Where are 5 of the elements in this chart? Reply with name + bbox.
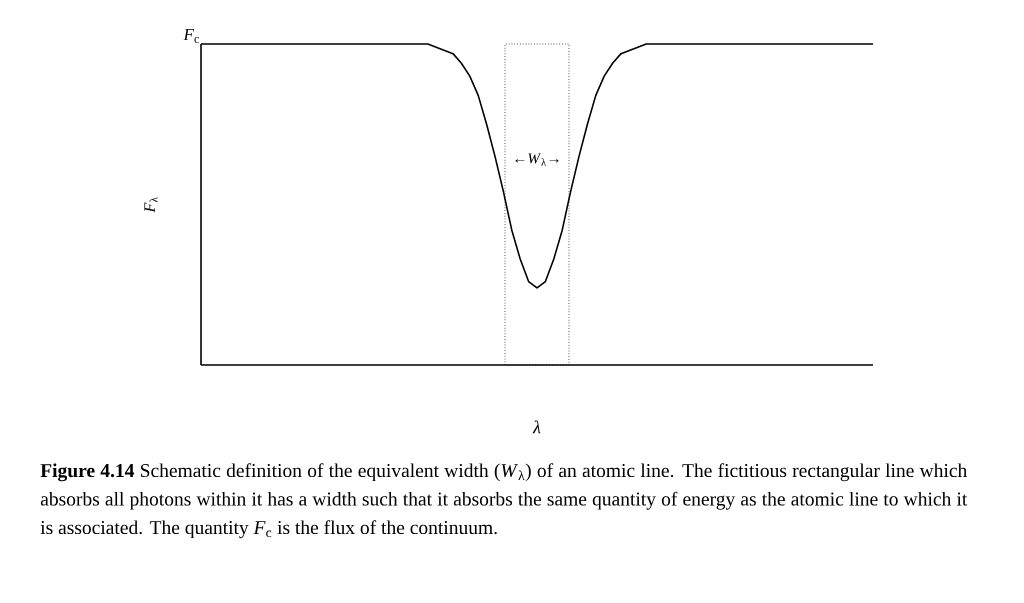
- annotation: ←W$_{λ}$→: [515, 153, 559, 166]
- x-axis-title: λ: [532, 420, 541, 434]
- text: Figure 4.14 Schematic definition of the equivalent width (W$_{λ}$) of an atomic line. The fictitious rectangular line which absorbs all photons within it has a width such that it absorbs the same quantity of energy as the atomic line to which it is associated. The quantity F$_{c}$ is the flux of the continuum.: [40, 463, 968, 539]
- text: F$_{c}$: [183, 28, 199, 43]
- y-axis-title: F$_{λ}$: [144, 197, 158, 213]
